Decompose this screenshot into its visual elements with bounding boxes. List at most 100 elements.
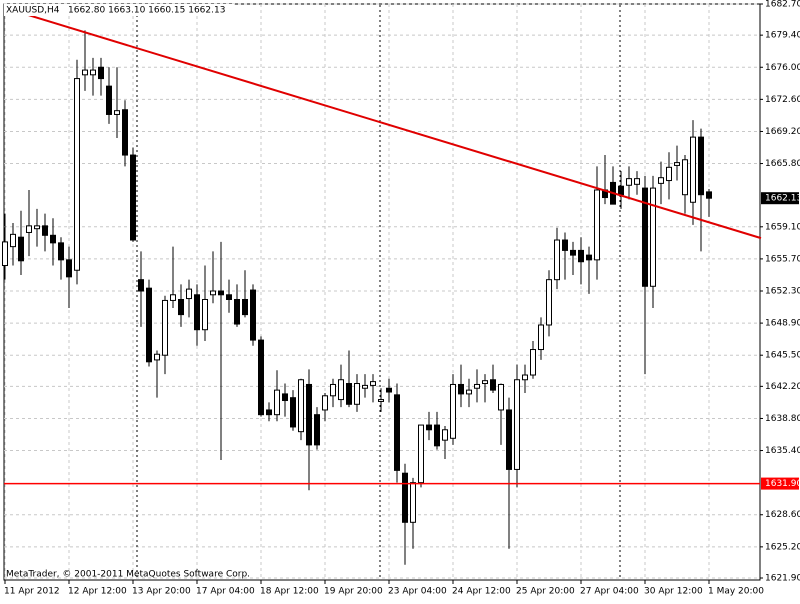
candle-body (42, 225, 48, 236)
candle-body (522, 374, 528, 381)
candle-body (578, 249, 584, 263)
candle-body (218, 290, 224, 296)
candle-body (594, 189, 600, 261)
y-tick-label: 1645.50 (765, 351, 800, 361)
x-tick-label: 19 Apr 20:00 (324, 587, 383, 597)
candle-body (698, 136, 704, 196)
footer: MetaTrader, © 2001-2011 MetaQuotes Softw… (6, 570, 250, 580)
candle-body (442, 429, 448, 441)
candle-body (138, 279, 144, 292)
candle-body (242, 298, 248, 316)
y-tick-label: 1638.80 (765, 414, 800, 424)
candle-body (690, 136, 696, 203)
candle-body (554, 239, 560, 281)
y-tick-label: 1669.20 (765, 127, 800, 137)
y-tick-label: 1642.20 (765, 382, 800, 392)
candle-body (298, 379, 304, 433)
candle-body (226, 294, 232, 300)
x-tick-label: 27 Apr 04:00 (580, 587, 639, 597)
candle-body (330, 383, 336, 397)
last-price-bg (761, 192, 799, 205)
candle-body (58, 242, 64, 261)
candle-body (378, 399, 384, 402)
candle-body (426, 424, 432, 431)
candle-body (586, 254, 592, 261)
candle-body (538, 324, 544, 351)
candle-body (362, 384, 368, 389)
candle-body (394, 394, 400, 471)
trendline (4, 7, 762, 240)
candle-body (290, 397, 296, 428)
y-tick-label: 1676.00 (765, 63, 800, 73)
candle-body (50, 234, 56, 244)
candle-body (306, 383, 312, 446)
candle-body (658, 177, 664, 184)
x-tick-label: 25 Apr 20:00 (516, 587, 575, 597)
y-tick-label: 1635.40 (765, 446, 800, 456)
y-tick-label: 1682.70 (765, 0, 800, 10)
y-tick-label: 1659.10 (765, 222, 800, 232)
candle-body (410, 482, 416, 523)
x-tick-label: 18 Apr 12:00 (260, 587, 319, 597)
candle-body (386, 387, 392, 393)
candle-body (418, 424, 424, 484)
candle-body (282, 393, 288, 402)
last-price-label: 1662.13 (765, 194, 800, 204)
candle-body (234, 298, 240, 325)
candle-body (82, 69, 88, 76)
candle-body (114, 110, 120, 115)
x-tick-label: 23 Apr 04:00 (388, 587, 447, 597)
candle-body (570, 249, 576, 256)
x-tick-label: 1 May 20:00 (708, 587, 764, 597)
candle-body (146, 287, 152, 363)
candle-body (514, 379, 520, 470)
candle-body (338, 379, 344, 401)
x-tick-label: 11 Apr 2012 (4, 587, 60, 597)
candle-body (530, 349, 536, 376)
candle-body (498, 383, 504, 411)
candle-body (26, 225, 32, 233)
candle-body (490, 379, 496, 391)
candle-body (210, 290, 216, 296)
chart-title: XAUUSD,H4 (6, 6, 60, 16)
candle-body (130, 154, 136, 241)
candles (2, 30, 712, 565)
candle-body (74, 78, 80, 271)
candle-body (354, 383, 360, 405)
candle-body (10, 233, 16, 248)
y-tick-label: 1648.90 (765, 319, 800, 329)
y-tick-label: 1672.60 (765, 95, 800, 105)
candle-body (650, 187, 656, 287)
candle-body (562, 239, 568, 251)
hline-label-bg (761, 477, 799, 490)
candle-body (314, 414, 320, 446)
hline-label: 1631.90 (765, 479, 800, 489)
x-tick-label: 12 Apr 12:00 (68, 587, 127, 597)
x-tick-label: 24 Apr 12:00 (452, 587, 511, 597)
candle-body (154, 353, 160, 361)
y-tick-label: 1625.20 (765, 542, 800, 552)
candle-body (34, 225, 40, 230)
candle-body (466, 389, 472, 395)
candle-body (666, 166, 672, 182)
candle-body (250, 289, 256, 341)
candle-body (434, 424, 440, 447)
candle-body (122, 109, 128, 156)
candle-body (186, 288, 192, 300)
candle-body (162, 299, 168, 356)
candle-body (66, 259, 72, 278)
y-tick-label: 1621.90 (765, 574, 800, 584)
candle-body (202, 298, 208, 331)
candle-body (458, 383, 464, 395)
candle-body (18, 236, 24, 262)
candle-body (642, 187, 648, 287)
candle-body (706, 191, 712, 199)
y-tick-label: 1665.80 (765, 159, 800, 169)
candle-body (266, 409, 272, 416)
candle-body (482, 380, 488, 385)
x-tick-label: 13 Apr 20:00 (132, 587, 191, 597)
x-tick-label: 30 Apr 12:00 (644, 587, 703, 597)
y-tick-label: 1655.70 (765, 254, 800, 264)
